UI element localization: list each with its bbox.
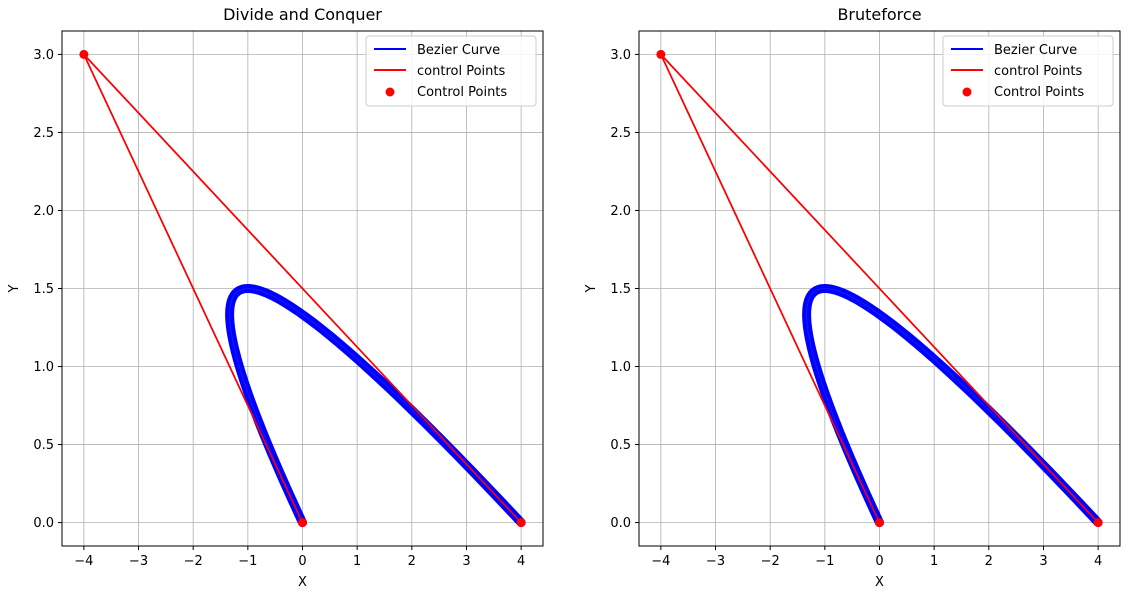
y-tick-label: 3.0 xyxy=(33,48,54,63)
bezier-curve xyxy=(225,284,526,528)
legend-box xyxy=(365,35,537,107)
y-tick-label: 2.0 xyxy=(610,204,631,219)
x-tick-label: 0 xyxy=(298,554,306,569)
y-tick-label: 1.0 xyxy=(610,360,631,375)
x-tick-label: 2 xyxy=(408,554,416,569)
legend-entry-label: control Points xyxy=(994,64,1082,79)
legend-marker-scatter xyxy=(962,87,972,97)
x-tick-label: −1 xyxy=(238,554,257,569)
legend-box xyxy=(942,35,1114,107)
y-tick-label: 2.5 xyxy=(33,126,54,141)
bezier-curve xyxy=(802,284,1103,528)
x-tick-label: −1 xyxy=(815,554,834,569)
control-point-marker xyxy=(1093,518,1103,528)
y-tick-label: 1.5 xyxy=(610,282,631,297)
control-point-marker xyxy=(516,518,526,528)
x-tick-label: 1 xyxy=(353,554,361,569)
legend: Bezier Curve control Points Control Points xyxy=(365,35,537,107)
x-tick-label: 4 xyxy=(1094,554,1102,569)
legend-entry-label: Bezier Curve xyxy=(994,43,1077,58)
y-tick-label: 1.5 xyxy=(33,282,54,297)
y-axis-label: Y xyxy=(7,284,22,293)
chart-panel-2: −4 −3 −2 −1 0 1 2 3 4 0.0 0.5 1.0 1.5 2.0 2.5 3.0 X Y Brut… xyxy=(584,5,1121,590)
x-tick-label: 0 xyxy=(875,554,883,569)
y-tick-label: 0.0 xyxy=(610,516,631,531)
x-tick-label: 1 xyxy=(930,554,938,569)
legend-marker-scatter xyxy=(385,87,395,97)
x-tick-label: −4 xyxy=(651,554,670,569)
bezier-curve-core xyxy=(229,287,522,524)
x-tick-label: −4 xyxy=(74,554,93,569)
legend-entry-label: control Points xyxy=(417,64,505,79)
legend-entry-label: Control Points xyxy=(994,85,1084,100)
legend: Bezier Curve control Points Control Points xyxy=(942,35,1114,107)
control-point-marker xyxy=(298,518,307,528)
chart-title: Bruteforce xyxy=(837,5,921,24)
x-tick-label: −3 xyxy=(706,554,725,569)
x-tick-label: 3 xyxy=(1039,554,1047,569)
control-point-marker xyxy=(79,49,89,59)
x-tick-label: −2 xyxy=(184,554,203,569)
x-tick-label: −2 xyxy=(761,554,780,569)
y-tick-label: 2.0 xyxy=(33,204,54,219)
y-tick-label: 0.5 xyxy=(610,438,631,453)
control-point-marker xyxy=(656,49,666,59)
legend-entry-label: Bezier Curve xyxy=(417,43,500,58)
chart-title: Divide and Conquer xyxy=(223,5,382,24)
legend-entry-label: Control Points xyxy=(417,85,507,100)
y-tick-label: 0.0 xyxy=(33,516,54,531)
x-tick-label: 4 xyxy=(517,554,525,569)
y-tick-label: 3.0 xyxy=(610,48,631,63)
x-axis-label: X xyxy=(875,575,884,590)
y-tick-label: 2.5 xyxy=(610,126,631,141)
x-tick-label: 3 xyxy=(462,554,470,569)
y-tick-label: 0.5 xyxy=(33,438,54,453)
chart-panel-1: −4 −3 −2 −1 0 1 2 3 4 0.0 0.5 1.0 1.5 2.0 2.5 3.0 X Y Divi… xyxy=(7,5,544,590)
x-tick-label: 2 xyxy=(985,554,993,569)
x-axis-label: X xyxy=(298,575,307,590)
x-tick-label: −3 xyxy=(129,554,148,569)
control-point-marker xyxy=(875,518,884,528)
bezier-curve-core xyxy=(806,287,1099,524)
y-tick-label: 1.0 xyxy=(33,360,54,375)
y-axis-label: Y xyxy=(584,284,599,293)
